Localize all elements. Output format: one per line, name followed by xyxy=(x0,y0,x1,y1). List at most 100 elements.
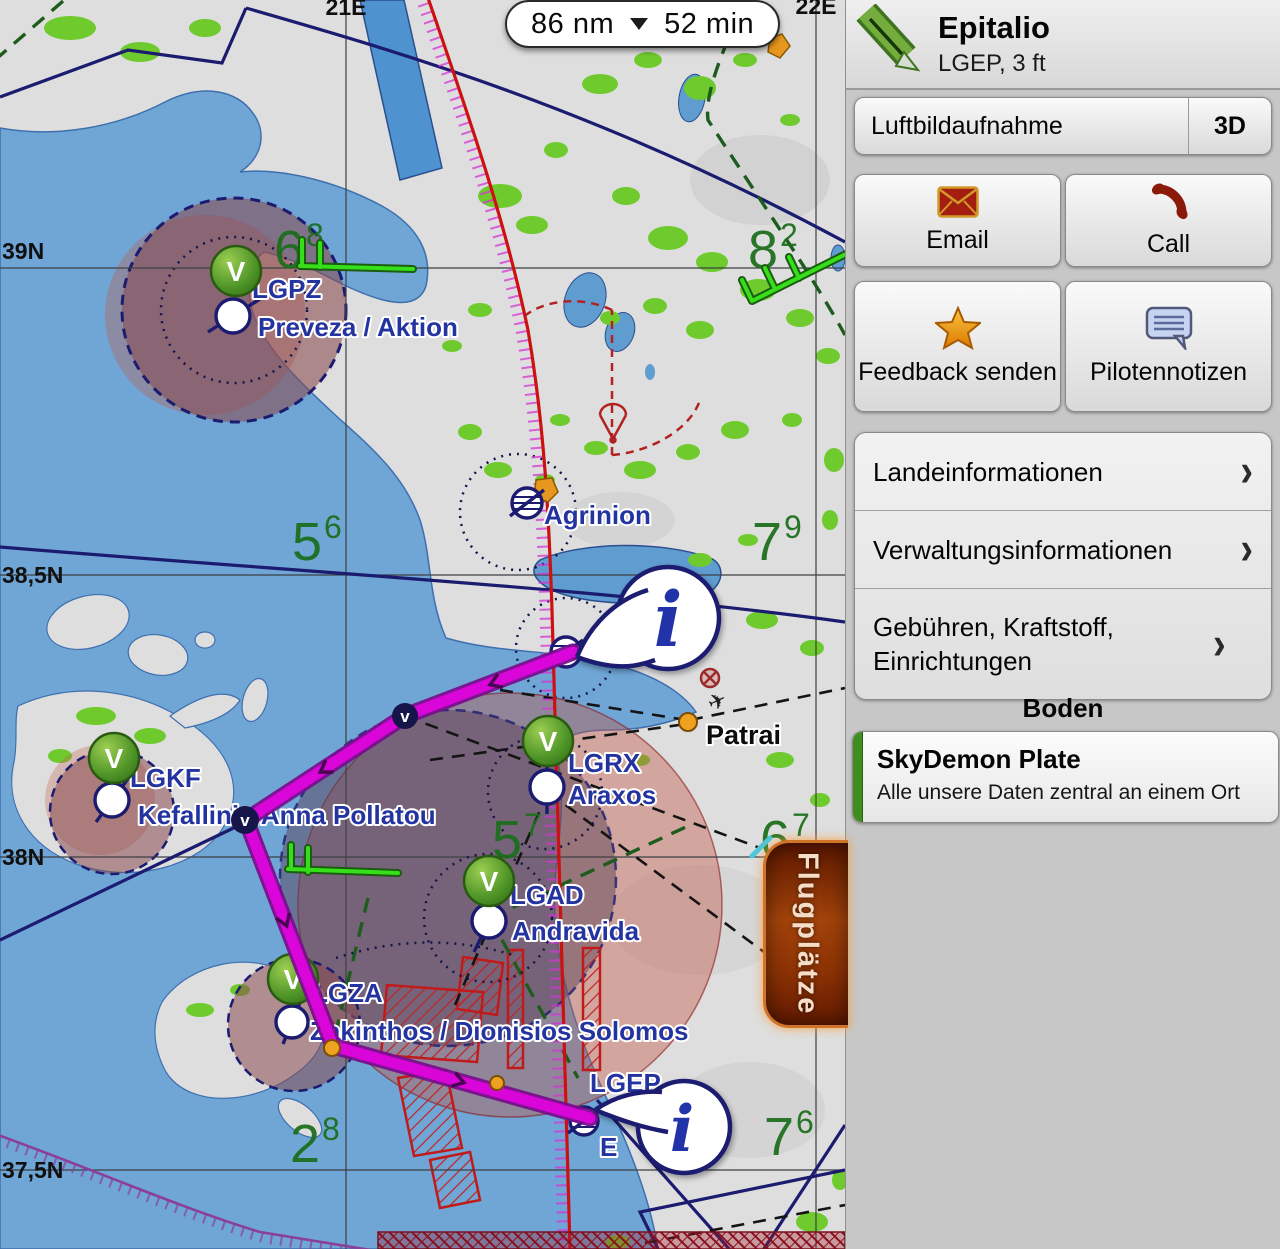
airport-header: Epitalio LGEP, 3 ft xyxy=(846,0,1280,90)
svg-text:76: 76 xyxy=(764,1104,814,1167)
route-waypoint-1[interactable]: v xyxy=(392,703,418,729)
list-item-fees-fuel[interactable]: Gebühren, Kraftstoff, Einrichtungen › xyxy=(855,589,1271,699)
vfr-marker-lgkf[interactable]: V xyxy=(87,731,141,785)
airport-symbol-lgkf[interactable] xyxy=(93,774,132,824)
parachute-icon xyxy=(598,402,628,444)
info-icon: i xyxy=(654,575,683,664)
vfr-marker-lgrx[interactable]: V xyxy=(521,714,575,768)
plate-title: SkyDemon Plate xyxy=(877,744,1081,774)
wind-barb-preveza xyxy=(296,236,417,273)
list-item-label: Verwaltungsinformationen xyxy=(873,534,1173,565)
mef-sup: 6 xyxy=(324,509,342,545)
list-item-landing-info[interactable]: Landeinformationen › xyxy=(855,433,1271,511)
vfr-marker-lgad[interactable]: V xyxy=(462,854,516,908)
vfr-markers[interactable]: V V V V V xyxy=(87,244,575,1006)
skydemon-plate-card[interactable]: SkyDemon Plate Alle unsere Daten zentral… xyxy=(852,731,1279,823)
waypoint-letter: v xyxy=(400,707,410,726)
list-item-label: Landeinformationen xyxy=(873,456,1103,487)
city-dot-patrai xyxy=(678,712,698,732)
feedback-label: Feedback senden xyxy=(858,358,1057,386)
chevron-down-icon[interactable] xyxy=(630,18,649,30)
flugplaetze-tab[interactable]: Flugplätze xyxy=(763,840,848,1028)
wind-barbs xyxy=(284,236,845,877)
info-balloon-north[interactable]: i xyxy=(574,564,722,672)
mef-value: 5 xyxy=(292,512,322,572)
runway-icon xyxy=(856,4,921,72)
email-button[interactable]: Email xyxy=(854,174,1061,267)
airport-info-panel: Epitalio LGEP, 3 ft Luftbildaufnahme 3D … xyxy=(845,0,1280,1249)
airfield-symbol-agrinion[interactable] xyxy=(508,486,546,520)
terrain-shade xyxy=(610,865,790,975)
terrain-shade xyxy=(690,135,830,225)
aerial-photo-button[interactable]: Luftbildaufnahme 3D xyxy=(854,97,1272,155)
airport-code-lgad: LGAD xyxy=(510,880,584,910)
city-label-agrinion: Agrinion xyxy=(544,500,651,530)
lat-label-38n: 38N xyxy=(2,844,44,870)
map-svg: 39N 38,5N 38N 37,5N 21E 22E xyxy=(0,0,845,1249)
vegetation xyxy=(44,16,845,1249)
airport-code-lgkf: LGKF xyxy=(130,763,201,793)
airport-name-lgpz: Preveza / Aktion xyxy=(258,312,458,342)
info-balloon-south[interactable]: i xyxy=(593,1078,733,1176)
wind-barb-kefallinia xyxy=(284,841,402,877)
lake xyxy=(563,272,607,328)
chevron-right-icon: › xyxy=(1240,445,1253,497)
lon-label-21e: 21E xyxy=(326,0,367,20)
mef-sup: 9 xyxy=(784,509,802,545)
mef-sup: 7 xyxy=(524,807,542,843)
airport-name-lgrx: Araxos xyxy=(568,780,656,810)
danger-areas xyxy=(379,946,602,1210)
plate-green-bar xyxy=(853,732,863,822)
phone-icon xyxy=(1151,183,1188,220)
terrain-shade xyxy=(565,492,675,548)
mef-sup: 7 xyxy=(792,807,810,843)
svg-text:79: 79 xyxy=(752,509,802,572)
route[interactable]: v v xyxy=(231,643,599,1127)
mef-value: 2 xyxy=(290,1114,320,1174)
email-icon xyxy=(936,186,979,218)
airport-symbol-lgrx[interactable] xyxy=(528,760,566,814)
flugplaetze-tab-label: Flugplätze xyxy=(791,852,824,1016)
map-canvas[interactable]: 39N 38,5N 38N 37,5N 21E 22E xyxy=(0,0,848,1249)
lat-label-375n: 37,5N xyxy=(2,1157,63,1183)
chevron-right-icon: › xyxy=(1240,523,1253,575)
airport-name-lgza: Zakinthos / Dionisios Solomos xyxy=(310,1016,689,1046)
airport-symbol-lgpz[interactable] xyxy=(207,297,261,335)
city-label-patrai: Patrai xyxy=(706,720,781,750)
call-button[interactable]: Call xyxy=(1065,174,1272,267)
airport-title: Epitalio xyxy=(938,10,1050,45)
river xyxy=(359,0,443,181)
town-dot-route xyxy=(323,1039,341,1057)
restricted-point-icon xyxy=(699,667,721,689)
airspace-boundaries xyxy=(0,6,845,1249)
info-list: Landeinformationen › Verwaltungsinformat… xyxy=(854,432,1272,700)
cyan-tick xyxy=(749,835,773,859)
view-3d-button[interactable]: 3D xyxy=(1188,98,1271,154)
vfr-letter: V xyxy=(105,743,124,774)
star-icon xyxy=(934,306,981,350)
vfr-letter: V xyxy=(539,726,558,757)
mef-sup: 2 xyxy=(780,217,798,253)
town-dot-route xyxy=(489,1075,505,1091)
pilot-notes-button[interactable]: Pilotennotizen xyxy=(1065,281,1272,412)
route-summary-pill[interactable]: 86 nm 52 min xyxy=(505,0,781,48)
route-distance: 86 nm xyxy=(531,7,615,40)
airport-name-lgad: Andravida xyxy=(512,916,640,946)
svg-text:82: 82 xyxy=(748,217,798,280)
speech-bubble-icon xyxy=(1145,306,1192,350)
info-icon: i xyxy=(670,1092,694,1167)
airport-subtitle: LGEP, 3 ft xyxy=(938,50,1046,77)
mef-sup: 6 xyxy=(796,1104,814,1140)
airport-symbol-lgza[interactable] xyxy=(274,999,310,1045)
vfr-letter: V xyxy=(480,866,499,897)
route-waypoint-2[interactable]: v xyxy=(231,806,259,834)
vfr-marker-lgpz[interactable]: V xyxy=(209,244,263,298)
send-feedback-button[interactable]: Feedback senden xyxy=(854,281,1061,412)
lat-label-39n: 39N xyxy=(2,238,44,264)
waypoint-letter: v xyxy=(240,811,250,830)
svg-text:28: 28 xyxy=(290,1111,340,1174)
email-label: Email xyxy=(926,226,989,254)
list-item-admin-info[interactable]: Verwaltungsinformationen › xyxy=(855,511,1271,589)
mef-numbers: 68 82 56 79 57 67 28 76 xyxy=(274,217,814,1174)
